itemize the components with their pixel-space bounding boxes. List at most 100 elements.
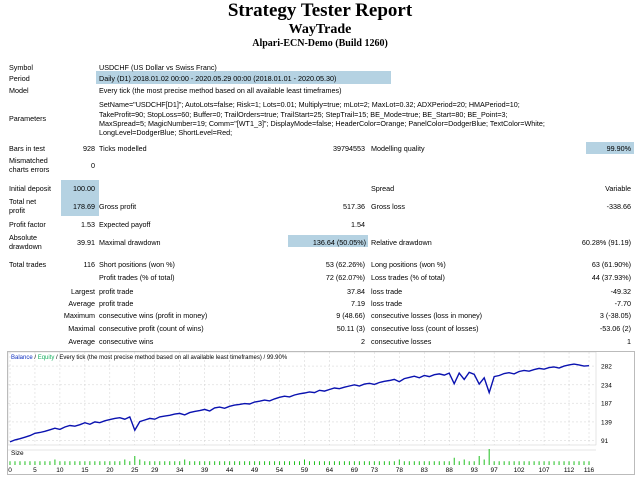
ticks-value: 39794553 [333, 144, 365, 153]
chart-legend: Balance / Equity / Every tick (the most … [11, 355, 288, 361]
max-drawdown-label: Maximal drawdown [99, 238, 161, 247]
x-tick-label: 34 [176, 467, 184, 474]
size-bar [493, 461, 495, 465]
report-title: Strategy Tester Report [227, 0, 413, 21]
balance-chart-svg: Size 282 234 187 139 91 0 5 10 15 20 25 29 34 39 44 49… [7, 351, 612, 474]
size-bar [303, 459, 305, 465]
size-bar [373, 461, 375, 465]
short-value: 53 (62.26%) [325, 260, 365, 269]
grid [8, 352, 596, 445]
size-bar [214, 461, 216, 465]
net-profit-value: 178.69 [73, 202, 95, 211]
size-bar [299, 461, 301, 465]
max-drawdown-highlight [288, 235, 368, 247]
size-bar [333, 461, 335, 465]
quality-highlight [586, 142, 634, 154]
size-bar [274, 461, 276, 465]
parameters-line: LongLevel=DodgerBlue; ShortLevel=Red; [99, 128, 233, 137]
size-bar [29, 461, 31, 465]
size-label: Size [11, 450, 24, 457]
spread-value: Variable [605, 184, 631, 193]
size-bar [269, 461, 271, 465]
symbol-value: USDCHF (US Dollar vs Swiss Franc) [99, 63, 217, 72]
ea-name: WayTrade [288, 22, 352, 37]
deposit-label: Initial deposit [9, 184, 51, 193]
rel-drawdown-label: Relative drawdown [371, 238, 432, 247]
size-bar [338, 461, 340, 465]
size-bar [174, 461, 176, 465]
x-tick-label: 54 [276, 467, 284, 474]
x-tick-label: 39 [201, 467, 209, 474]
size-bar [244, 461, 246, 465]
model-label: Model [9, 86, 29, 95]
size-bar [588, 461, 590, 465]
largest-profit-label: profit trade [99, 287, 134, 296]
x-tick-label: 102 [514, 467, 525, 474]
size-bar [473, 461, 475, 465]
cl-count-value: -53.06 (2) [599, 324, 631, 333]
size-bar [448, 461, 450, 465]
size-bar [388, 461, 390, 465]
mismatch-value: 0 [91, 161, 95, 170]
size-bar [204, 461, 206, 465]
size-bar [154, 461, 156, 465]
period-highlight [96, 71, 391, 84]
y-tick-label: 187 [601, 401, 612, 408]
model-value: Every tick (the most precise method base… [99, 86, 342, 95]
size-bar [328, 461, 330, 465]
size-bar [194, 461, 196, 465]
parameters-label: Parameters [9, 114, 47, 123]
size-bar [488, 449, 490, 465]
size-bar [139, 459, 141, 465]
size-bar [39, 461, 41, 465]
size-bars [9, 449, 590, 465]
x-tick-label: 29 [151, 467, 159, 474]
size-bar [423, 461, 425, 465]
loss-trades-value: 44 (37.93%) [591, 273, 631, 282]
size-bar [428, 461, 430, 465]
x-tick-label: 112 [564, 467, 575, 474]
size-bar [219, 461, 221, 465]
parameters-line: TakeProfit=90; StopLoss=60; Buffer=0; Tr… [99, 110, 508, 119]
mismatch-label: charts errors [9, 165, 50, 174]
size-bar [84, 461, 86, 465]
quality-label: Modelling quality [371, 144, 425, 153]
largest-label: Largest [71, 287, 95, 296]
x-tick-label: 59 [301, 467, 309, 474]
size-bar [294, 461, 296, 465]
spread-label: Spread [371, 184, 395, 193]
x-tick-label: 78 [396, 467, 404, 474]
x-tick-label: 83 [421, 467, 429, 474]
size-bar [403, 461, 405, 465]
size-bar [538, 461, 540, 465]
size-bar [513, 461, 515, 465]
y-axis-ticks: 282 234 187 139 91 [601, 364, 612, 446]
y-tick-label: 282 [601, 364, 612, 371]
legend-equity: Equity [38, 355, 55, 361]
balance-line [9, 363, 590, 443]
bars-value: 928 [83, 144, 95, 153]
average-label: Average [68, 337, 95, 346]
size-bar [34, 461, 36, 465]
size-bar [463, 459, 465, 465]
size-bar [44, 461, 46, 465]
cl-count-label: consecutive loss (count of losses) [371, 324, 479, 333]
size-bar [343, 461, 345, 465]
avg-loss-value: -7.70 [614, 299, 631, 308]
symbol-label: Symbol [9, 63, 33, 72]
size-bar [438, 461, 440, 465]
size-bar [284, 461, 286, 465]
size-bar [348, 461, 350, 465]
size-bar [443, 461, 445, 465]
size-bar [518, 461, 520, 465]
size-bar [234, 461, 236, 465]
size-bar [189, 461, 191, 465]
x-tick-label: 49 [251, 467, 259, 474]
size-bar [159, 461, 161, 465]
expected-payoff-label: Expected payoff [99, 220, 151, 229]
long-value: 63 (61.90%) [591, 260, 631, 269]
size-bar [308, 461, 310, 465]
size-bar [313, 461, 315, 465]
size-bar [179, 461, 181, 465]
largest-loss-value: -49.32 [610, 287, 631, 296]
